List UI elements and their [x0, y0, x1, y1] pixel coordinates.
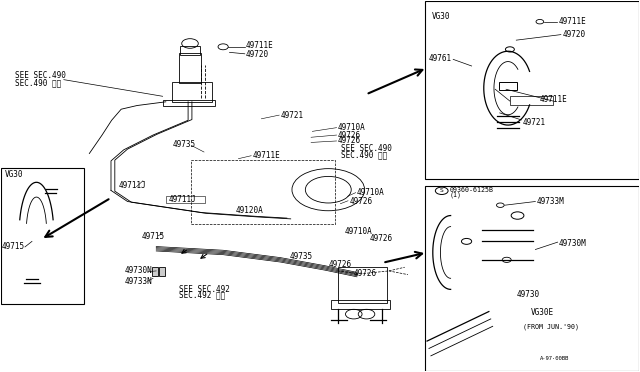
Text: 49715: 49715: [141, 232, 164, 241]
Text: SEE SEC.492: SEE SEC.492: [179, 285, 229, 294]
Text: 49761: 49761: [429, 54, 452, 63]
Text: 49720: 49720: [562, 30, 585, 39]
Text: (1): (1): [450, 192, 462, 198]
Text: 49720: 49720: [246, 51, 269, 60]
Text: (FROM JUN.'90): (FROM JUN.'90): [523, 323, 579, 330]
Text: A·97·00BB: A·97·00BB: [540, 356, 569, 360]
Bar: [159, 267, 165, 276]
Text: 49711E: 49711E: [558, 17, 586, 26]
Bar: [1, 167, 84, 304]
Text: SEE SEC.490: SEE SEC.490: [341, 144, 392, 153]
Text: 49726: 49726: [349, 197, 372, 206]
Text: 49735: 49735: [290, 252, 313, 262]
Text: VG30E: VG30E: [531, 308, 554, 317]
Text: 49721: 49721: [523, 118, 546, 127]
Text: 49730: 49730: [516, 291, 540, 299]
Text: 49711E: 49711E: [540, 95, 568, 104]
Text: 49726: 49726: [328, 260, 351, 269]
Bar: [510, 96, 553, 105]
Bar: [499, 82, 517, 90]
Bar: [179, 53, 202, 83]
Text: SEC.490 参照: SEC.490 参照: [15, 79, 61, 88]
Text: 49710A: 49710A: [344, 227, 372, 235]
Bar: [163, 100, 215, 106]
Bar: [332, 301, 390, 309]
Text: 49711E: 49711E: [252, 151, 280, 160]
Bar: [172, 81, 212, 102]
Text: 49730M: 49730M: [559, 239, 587, 248]
Text: 49120A: 49120A: [236, 206, 264, 215]
Text: SEC.490 参照: SEC.490 参照: [341, 150, 387, 159]
Text: VG30: VG30: [4, 170, 23, 179]
Text: 49721: 49721: [280, 110, 303, 120]
Bar: [338, 267, 387, 303]
Bar: [191, 160, 335, 224]
Text: 49733M: 49733M: [537, 197, 564, 206]
Text: SEC.492 参照: SEC.492 参照: [179, 291, 225, 300]
Text: 49726: 49726: [338, 131, 361, 140]
Text: 49715: 49715: [2, 243, 25, 251]
Bar: [180, 46, 200, 55]
Text: 49710A: 49710A: [357, 188, 385, 197]
Text: S: S: [440, 188, 444, 193]
Text: 49726: 49726: [370, 234, 393, 243]
Text: 49711E: 49711E: [246, 41, 274, 50]
Text: SEE SEC.490: SEE SEC.490: [15, 71, 67, 80]
Text: 49730N: 49730N: [124, 266, 152, 275]
Text: 49733N: 49733N: [124, 277, 152, 286]
Bar: [152, 267, 158, 276]
Text: VG30: VG30: [431, 13, 450, 22]
Bar: [425, 186, 639, 371]
Text: 09360-6125B: 09360-6125B: [450, 187, 494, 193]
Bar: [425, 1, 639, 179]
Text: 49726: 49726: [338, 137, 361, 145]
Text: 49726: 49726: [354, 269, 377, 278]
Text: 49711J: 49711J: [118, 182, 147, 190]
Text: 49710A: 49710A: [338, 123, 365, 132]
Bar: [166, 196, 205, 203]
Text: 49735: 49735: [172, 140, 195, 149]
Text: 49711J: 49711J: [169, 195, 196, 204]
